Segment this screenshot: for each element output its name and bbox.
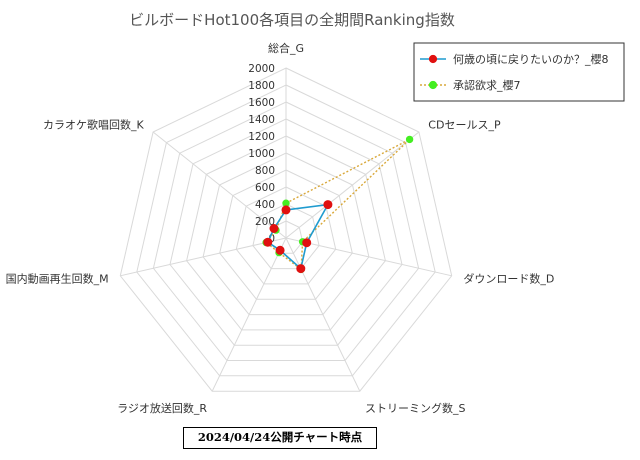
tick-label: 400 — [255, 199, 275, 211]
grid-ring — [169, 118, 403, 346]
series-group — [263, 200, 333, 274]
radial-tick-labels: 0 200 400 600 800 1000 1200 1400 1600 1800 2000 — [248, 63, 275, 245]
series-group — [262, 135, 414, 274]
grid-ring — [186, 135, 386, 331]
tick-label: 800 — [255, 165, 275, 177]
tick-label: 600 — [255, 182, 275, 194]
grid-ring — [235, 186, 337, 285]
tick-label: 1600 — [248, 97, 275, 109]
grid-spoke — [120, 237, 287, 277]
axis-label: ストリーミング数_S — [365, 401, 465, 415]
tick-label: 1000 — [248, 148, 275, 160]
data-point — [275, 245, 285, 255]
tick-label: 0 — [268, 233, 275, 245]
grid-ring — [152, 101, 420, 361]
axis-label: 国内動画再生回数_M — [6, 272, 109, 286]
series-line — [266, 203, 330, 271]
axis-label: カラオケ歌唱回数_K — [43, 118, 144, 132]
legend-label: 承認欲求_櫻7 — [453, 78, 521, 92]
legend-frame — [413, 42, 625, 102]
chart-date-footnote: 2024/04/24公開チャート時点 — [183, 427, 377, 449]
legend-marker — [428, 80, 438, 90]
tick-label: 1400 — [248, 114, 275, 126]
grid-ring — [119, 67, 453, 392]
data-point — [405, 135, 414, 144]
grid-spoke — [152, 131, 287, 239]
data-point — [263, 237, 273, 247]
legend-label: 何歳の頃に戻りたいのか？_櫻8 — [453, 52, 609, 66]
tick-label: 1800 — [248, 80, 275, 92]
data-point — [323, 200, 333, 210]
grid-spoke — [285, 237, 361, 392]
data-point — [296, 264, 306, 274]
grid-ring — [252, 203, 320, 270]
grid-spoke — [285, 237, 452, 277]
legend: 何歳の頃に戻りたいのか？_櫻8 承認欲求_櫻7 — [413, 42, 625, 102]
axis-labels: 総合_G CDセールス_P ダウンロード数_D ストリーミング数_S ラジオ放送回数_R… — [6, 41, 555, 415]
data-series — [262, 135, 414, 274]
tick-label: 1200 — [248, 131, 275, 143]
tick-label: 200 — [255, 216, 275, 228]
axis-label: CDセールス_P — [428, 119, 501, 132]
axis-label: 総合_G — [268, 41, 304, 55]
grid-spoke — [285, 131, 420, 239]
axis-label: ラジオ放送回数_R — [117, 401, 207, 415]
grid-ring — [136, 84, 436, 377]
grid-ring — [202, 152, 370, 316]
legend-marker — [428, 54, 438, 64]
tick-label: 2000 — [248, 63, 275, 75]
data-point — [269, 224, 279, 233]
radar-grid — [119, 67, 453, 392]
axis-label: ダウンロード数_D — [463, 272, 554, 286]
data-point — [302, 238, 312, 248]
chart-title: ビルボードHot100各項目の全期間Ranking指数 — [129, 11, 455, 29]
grid-spoke — [211, 237, 287, 392]
data-point — [281, 205, 291, 215]
